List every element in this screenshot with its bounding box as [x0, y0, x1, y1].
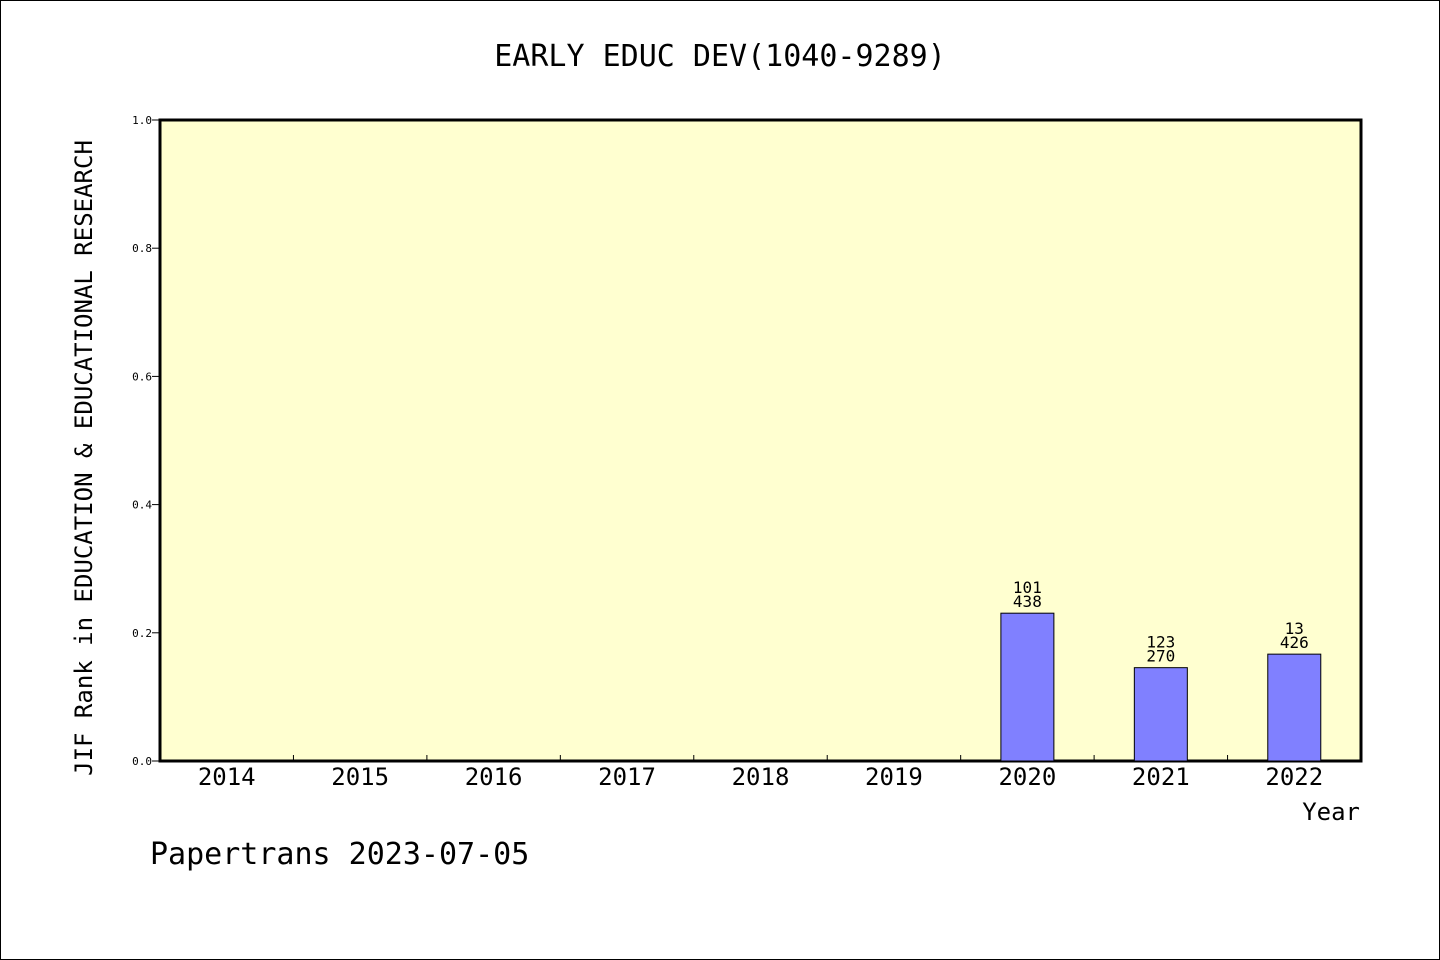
x-tick-label: 2014 — [198, 763, 256, 791]
y-tick-label: 0.0 — [132, 755, 152, 768]
bar-label-rank: 13 — [1285, 619, 1304, 638]
bar-label-rank: 101 — [1013, 578, 1042, 597]
x-tick-label: 2019 — [865, 763, 923, 791]
x-tick-label: 2021 — [1132, 763, 1190, 791]
bar — [1000, 612, 1055, 762]
bar-label-total: 438 — [1013, 592, 1042, 611]
y-axis-label: JIF Rank in EDUCATION & EDUCATIONAL RESE… — [70, 140, 98, 776]
bar-label-total: 270 — [1146, 647, 1175, 666]
x-tick-label: 2017 — [598, 763, 656, 791]
y-tick-label: 0.6 — [132, 370, 152, 383]
y-tick-label: 1.0 — [132, 114, 152, 127]
chart-title: EARLY EDUC DEV(1040-9289) — [494, 39, 946, 74]
x-axis-label: Year — [1302, 798, 1360, 826]
bar — [1267, 653, 1322, 762]
plot-area — [158, 118, 1363, 763]
x-tick-label: 2016 — [465, 763, 523, 791]
footer-credit: Papertrans 2023-07-05 — [150, 837, 529, 872]
y-tick-label: 0.2 — [132, 627, 152, 640]
y-tick-label: 0.4 — [132, 499, 152, 512]
bar-label-total: 426 — [1280, 633, 1309, 652]
x-tick-label: 2018 — [732, 763, 790, 791]
x-tick-label: 2015 — [331, 763, 389, 791]
x-axis-ticks: 2014 2015 2016 2017 2018 2019 2020 2021 2022 — [198, 755, 1323, 791]
x-tick-label: 2020 — [998, 763, 1056, 791]
x-tick-label: 2022 — [1265, 763, 1323, 791]
bar-label-rank: 123 — [1146, 633, 1175, 652]
bar — [1133, 667, 1188, 762]
y-tick-label: 0.8 — [132, 242, 152, 255]
y-axis-ticks: 0.0 0.2 0.4 0.6 0.8 1.0 — [132, 114, 160, 768]
